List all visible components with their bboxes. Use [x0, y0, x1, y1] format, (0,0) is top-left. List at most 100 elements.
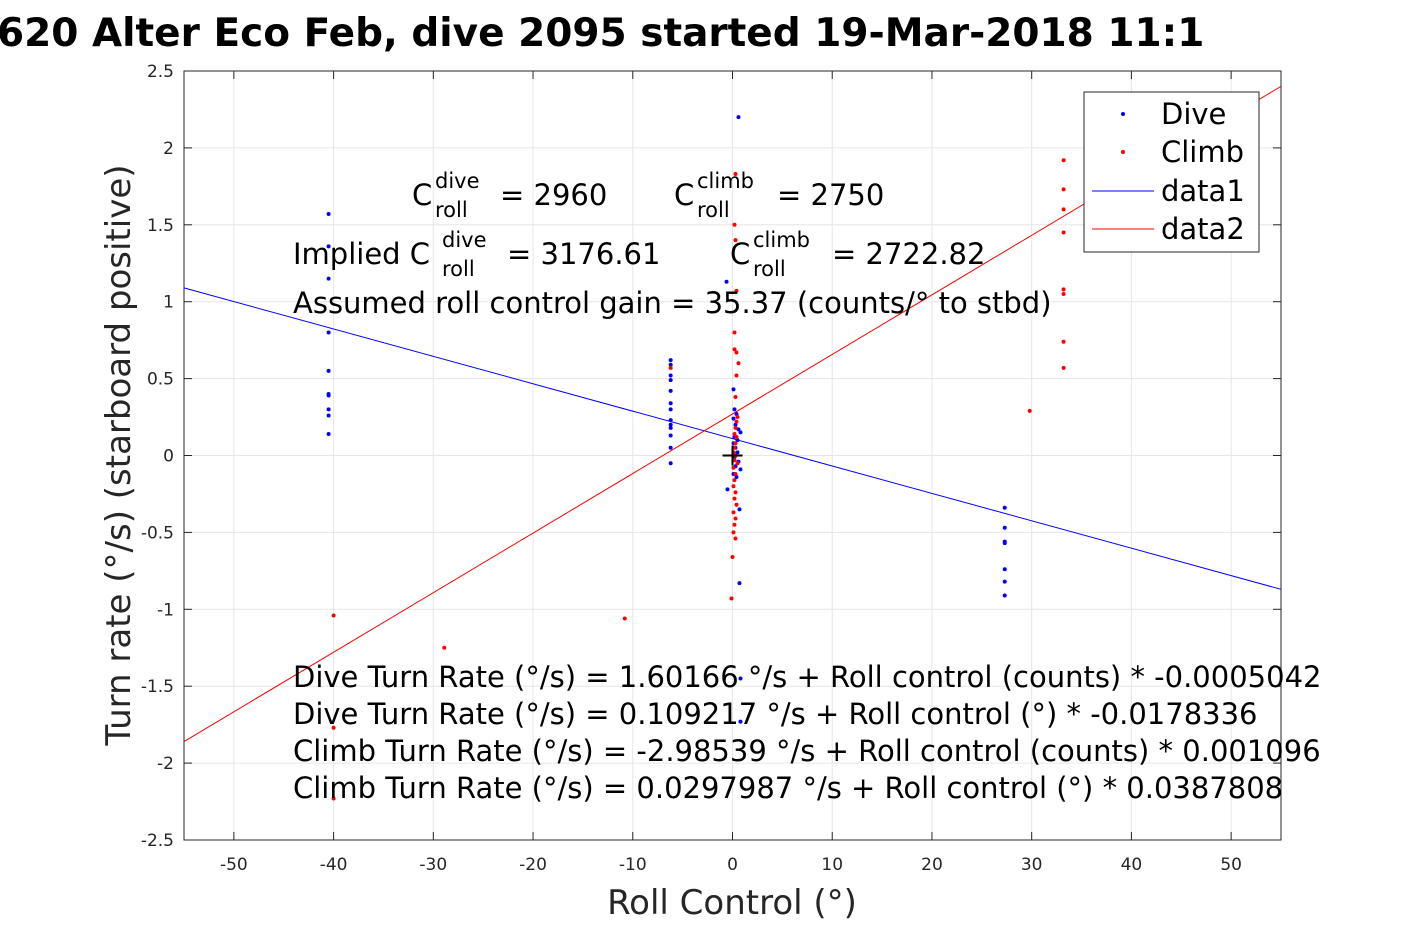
- climb-point: [733, 536, 738, 541]
- climb-point: [733, 490, 738, 495]
- c-dive-annotation: C dive roll = 2960: [412, 169, 607, 222]
- climb-point: [732, 522, 737, 527]
- dive-point: [738, 430, 743, 435]
- x-tick-label: 10: [821, 855, 843, 875]
- dive-point: [326, 212, 331, 217]
- climb-point: [733, 172, 738, 177]
- climb-point: [732, 431, 737, 436]
- climb-point: [735, 461, 740, 466]
- x-tick-label: -40: [320, 855, 348, 875]
- climb-point: [733, 516, 738, 521]
- climb-point: [731, 510, 736, 515]
- climb-point: [735, 415, 740, 420]
- climb-point: [1061, 287, 1066, 292]
- legend: Dive Climb data1 data2: [1083, 91, 1260, 253]
- c-climb-annotation: C climb roll = 2750: [674, 169, 884, 222]
- y-tick-label: 2: [163, 139, 174, 159]
- climb-point: [736, 361, 741, 366]
- climb-point: [734, 419, 739, 424]
- dive-point: [326, 330, 331, 335]
- dive-point: [668, 422, 673, 427]
- implied-dive-annotation: Implied C dive roll = 3176.61: [293, 228, 660, 281]
- dive-point: [736, 115, 741, 120]
- dive-point: [326, 431, 331, 436]
- dive-point: [668, 433, 673, 438]
- x-tick-label: -30: [419, 855, 447, 875]
- climb-point: [1061, 187, 1066, 192]
- climb-point: [732, 222, 737, 227]
- climb-point: [1061, 207, 1066, 212]
- climb-point: [733, 425, 738, 430]
- c-climb-sup: climb: [697, 169, 754, 193]
- chart-title: 620 Alter Eco Feb, dive 2095 started 19-…: [0, 11, 1204, 56]
- c-climb-base: C: [674, 178, 694, 212]
- dive-point: [1002, 567, 1007, 572]
- climb-point: [733, 238, 738, 243]
- implied-dive-sup: dive: [442, 228, 487, 252]
- dive-point: [1002, 525, 1007, 530]
- climb-point: [734, 435, 739, 440]
- fit-line-data1: [183, 287, 1282, 590]
- climb-point: [331, 613, 336, 618]
- climb-point: [622, 616, 627, 621]
- climb-point: [1061, 158, 1066, 163]
- climb-point: [731, 530, 736, 535]
- dive-point: [668, 362, 673, 367]
- c-dive-base: C: [412, 178, 432, 212]
- climb-point: [734, 350, 739, 355]
- dive-point: [326, 407, 331, 412]
- implied-climb-base: C: [730, 237, 750, 271]
- dive-point: [326, 413, 331, 418]
- dive-point: [668, 445, 673, 450]
- implied-dive-sub: roll: [442, 257, 475, 281]
- legend-dive-marker: [1121, 112, 1125, 116]
- legend-entry: data2: [1161, 212, 1245, 246]
- climb-point: [1061, 292, 1066, 297]
- climb-point: [331, 725, 336, 730]
- fit-equation: Climb Turn Rate (°/s) = -2.98539 °/s + R…: [293, 734, 1321, 768]
- y-tick-label: 0.5: [147, 370, 174, 390]
- dive-point: [668, 373, 673, 378]
- implied-climb-sup: climb: [753, 228, 810, 252]
- data-points: [326, 115, 1066, 801]
- dive-point: [734, 411, 739, 416]
- dive-point: [1002, 505, 1007, 510]
- x-tick-label: 50: [1220, 855, 1242, 875]
- dive-point: [737, 581, 742, 586]
- x-tick-label: 0: [727, 855, 738, 875]
- c-dive-sub: roll: [435, 198, 468, 222]
- climb-point: [733, 471, 738, 476]
- legend-climb-marker: [1121, 150, 1125, 154]
- dive-point: [668, 378, 673, 383]
- origin-marker: [722, 445, 743, 466]
- fit-equation: Climb Turn Rate (°/s) = 0.0297987 °/s + …: [293, 771, 1283, 805]
- legend-entry: data1: [1161, 174, 1245, 208]
- fit-equation: Dive Turn Rate (°/s) = 1.60166 °/s + Rol…: [293, 660, 1321, 694]
- x-ticks: -50 -40 -30 -20 -10 0 10 20 30 40 50: [220, 71, 1242, 875]
- y-tick-label: 1.5: [147, 216, 174, 236]
- implied-climb-sub: roll: [753, 257, 786, 281]
- c-dive-sup: dive: [435, 169, 480, 193]
- legend-box: [1083, 91, 1260, 253]
- climb-point: [731, 465, 736, 470]
- y-tick-label: -1: [157, 600, 174, 620]
- dive-point: [735, 438, 740, 443]
- implied-climb-value: = 2722.82: [832, 237, 985, 271]
- climb-point: [729, 596, 734, 601]
- dive-point: [326, 393, 331, 398]
- x-tick-label: 40: [1121, 855, 1143, 875]
- dive-point: [326, 276, 331, 281]
- dive-point: [326, 368, 331, 373]
- dive-point: [668, 418, 673, 423]
- climb-point: [733, 441, 738, 446]
- y-tick-label: 1: [163, 293, 174, 313]
- dive-point: [668, 425, 673, 430]
- dive-point: [733, 422, 738, 427]
- y-tick-label: -2: [157, 754, 174, 774]
- dive-point: [668, 407, 673, 412]
- climb-point: [734, 373, 739, 378]
- climb-point: [732, 496, 737, 501]
- dive-point: [668, 388, 673, 393]
- dive-point: [668, 461, 673, 466]
- climb-point: [730, 555, 735, 560]
